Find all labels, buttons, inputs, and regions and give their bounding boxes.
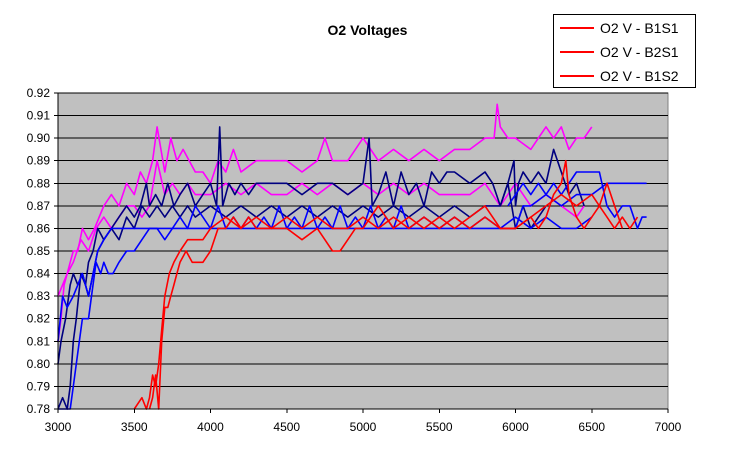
y-tick-label: 0.89	[27, 154, 51, 168]
series-line-3	[57, 126, 585, 365]
y-tick-label: 0.82	[27, 312, 51, 326]
legend-item: O2 V - B1S2	[560, 66, 679, 86]
x-tick-label: 4500	[273, 420, 300, 434]
x-tick-label: 6000	[502, 420, 529, 434]
y-tick-label: 0.78	[27, 402, 51, 416]
x-tick-label: 3500	[121, 420, 148, 434]
legend-label: O2 V - B2S1	[600, 44, 679, 60]
legend-label: O2 V - B1S2	[600, 68, 679, 84]
y-tick-label: 0.86	[27, 221, 51, 235]
legend-label: O2 V - B1S1	[600, 20, 679, 36]
y-tick-label: 0.80	[27, 357, 51, 371]
x-tick-label: 3000	[45, 420, 72, 434]
y-tick-label: 0.92	[27, 86, 51, 100]
y-tick-label: 0.84	[27, 267, 51, 281]
series-line-8	[148, 159, 639, 410]
legend-item: O2 V - B2S1	[560, 42, 679, 62]
series-line-6	[57, 182, 647, 342]
legend: O2 V - B1S1 O2 V - B2S1 O2 V - B1S2	[553, 14, 696, 88]
series-line-9	[133, 182, 624, 410]
x-tick-label: 6500	[578, 420, 605, 434]
y-tick-label: 0.85	[27, 244, 51, 258]
y-tick-label: 0.88	[27, 176, 51, 190]
y-tick-labels: 0.78 0.79 0.80 0.81 0.82 0.83 0.84 0.85 0.86 0.87…	[27, 86, 58, 416]
x-tick-label: 5500	[426, 420, 453, 434]
legend-item: O2 V - B1S1	[560, 18, 679, 38]
chart-title: O2 Voltages	[327, 22, 408, 38]
y-tick-label: 0.81	[27, 334, 51, 348]
series-line-1	[57, 103, 593, 342]
legend-swatch	[560, 75, 594, 77]
series-line-4	[57, 182, 547, 410]
y-tick-label: 0.79	[27, 379, 51, 393]
x-tick-labels: 3000 3500 4000 4500 5000 5500 6000 6500 7000	[45, 409, 682, 434]
y-tick-label: 0.90	[27, 131, 51, 145]
legend-swatch	[560, 51, 594, 53]
y-tick-label: 0.91	[27, 109, 51, 123]
y-tick-label: 0.83	[27, 289, 51, 303]
x-tick-label: 4000	[197, 420, 224, 434]
legend-swatch	[560, 27, 594, 29]
y-tick-label: 0.87	[27, 199, 51, 213]
series-lines	[57, 103, 647, 410]
series-line-7	[507, 171, 647, 230]
x-tick-label: 5000	[350, 420, 377, 434]
x-tick-label: 7000	[655, 420, 682, 434]
